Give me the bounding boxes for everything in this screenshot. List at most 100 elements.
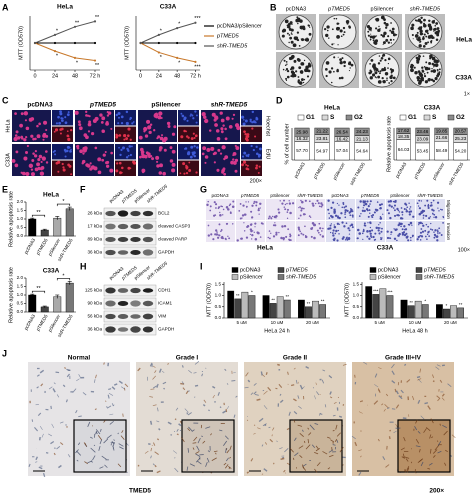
x-tick-label: pTMED5	[313, 161, 327, 180]
cell	[433, 216, 435, 218]
nucleus	[258, 165, 261, 168]
cell	[408, 213, 412, 216]
inset-texture	[289, 448, 294, 453]
inset-texture	[314, 452, 319, 455]
nucleus	[67, 135, 70, 138]
dish	[321, 14, 357, 50]
cell	[348, 233, 351, 235]
value-label: 23.09	[417, 136, 429, 141]
magnification: 100×	[458, 247, 470, 253]
nucleus	[195, 121, 198, 124]
tissue-texture	[263, 405, 268, 410]
nucleus	[139, 155, 142, 159]
colony	[293, 72, 296, 74]
bar	[227, 290, 235, 319]
inset-texture	[327, 436, 331, 439]
nucleus	[245, 138, 249, 142]
nucleus	[100, 120, 104, 124]
stain-label: EdU	[265, 149, 271, 160]
series-line	[34, 20, 96, 44]
y-tick-label: 1.0	[353, 293, 360, 298]
colony	[375, 17, 380, 22]
colony	[383, 67, 387, 72]
colony	[293, 44, 295, 46]
inset-texture	[431, 436, 434, 439]
significance: *	[178, 60, 181, 66]
tissue-texture	[194, 384, 199, 387]
colony	[435, 22, 439, 25]
blot-band	[130, 314, 141, 319]
colony	[432, 69, 437, 73]
tissue-texture	[419, 368, 422, 373]
inset-texture	[434, 444, 440, 451]
cell	[350, 223, 354, 227]
colony	[302, 81, 305, 84]
tissue-texture	[324, 404, 327, 408]
cell	[327, 199, 330, 202]
colony	[301, 38, 305, 42]
colony	[375, 35, 378, 37]
blot-band	[117, 223, 129, 230]
series-line	[34, 42, 96, 62]
colony	[437, 71, 439, 73]
blot-band	[130, 224, 141, 229]
tissue-texture	[431, 374, 435, 379]
nucleus	[127, 166, 131, 170]
panel-letter: A	[2, 2, 9, 12]
nucleus	[255, 152, 259, 156]
bar	[414, 300, 422, 319]
cell	[427, 225, 430, 228]
tissue-texture	[293, 367, 296, 370]
bar	[305, 306, 312, 319]
blot-strip	[103, 284, 157, 297]
inset-texture	[327, 467, 331, 470]
significance-bracket	[56, 278, 71, 281]
bar	[372, 294, 380, 319]
cell	[288, 202, 292, 205]
cell	[400, 207, 403, 209]
bar	[28, 294, 37, 313]
nucleus	[182, 162, 186, 166]
legend-label: S	[432, 114, 437, 121]
size-label: 17 kDa	[87, 224, 102, 229]
colony	[370, 58, 374, 62]
cell	[342, 202, 345, 205]
nucleus	[232, 160, 237, 165]
nucleus	[185, 164, 188, 168]
tissue-texture	[342, 363, 347, 366]
inset-texture	[314, 468, 318, 473]
tissue-texture	[360, 455, 362, 458]
colony	[285, 67, 289, 71]
blot-strip	[103, 310, 157, 323]
colony	[333, 43, 335, 45]
nucleus	[59, 110, 62, 114]
significance: **	[236, 293, 240, 298]
cell	[387, 212, 391, 215]
blot-strip	[103, 220, 157, 233]
cell	[430, 204, 433, 207]
nucleus	[242, 118, 245, 121]
inset-texture	[99, 439, 102, 445]
nucleus	[183, 116, 187, 120]
inset-texture	[406, 467, 410, 473]
nucleus	[123, 138, 126, 141]
tissue-texture	[264, 442, 268, 445]
cell	[327, 208, 330, 211]
colony	[375, 68, 379, 72]
nucleus	[242, 122, 246, 126]
colony	[374, 18, 377, 20]
transwell-image	[356, 199, 385, 220]
tissue-texture	[383, 408, 386, 412]
cell	[362, 228, 365, 231]
tissue-texture	[322, 369, 326, 372]
y-tick-label: 2.0	[17, 199, 24, 204]
colony	[293, 59, 297, 63]
tissue-texture	[114, 383, 118, 386]
colony	[289, 36, 293, 40]
cell	[213, 201, 216, 204]
cell	[297, 228, 301, 231]
cell	[410, 239, 412, 241]
inset-texture	[92, 455, 96, 461]
tissue-texture	[263, 390, 268, 395]
nucleus	[85, 114, 88, 117]
